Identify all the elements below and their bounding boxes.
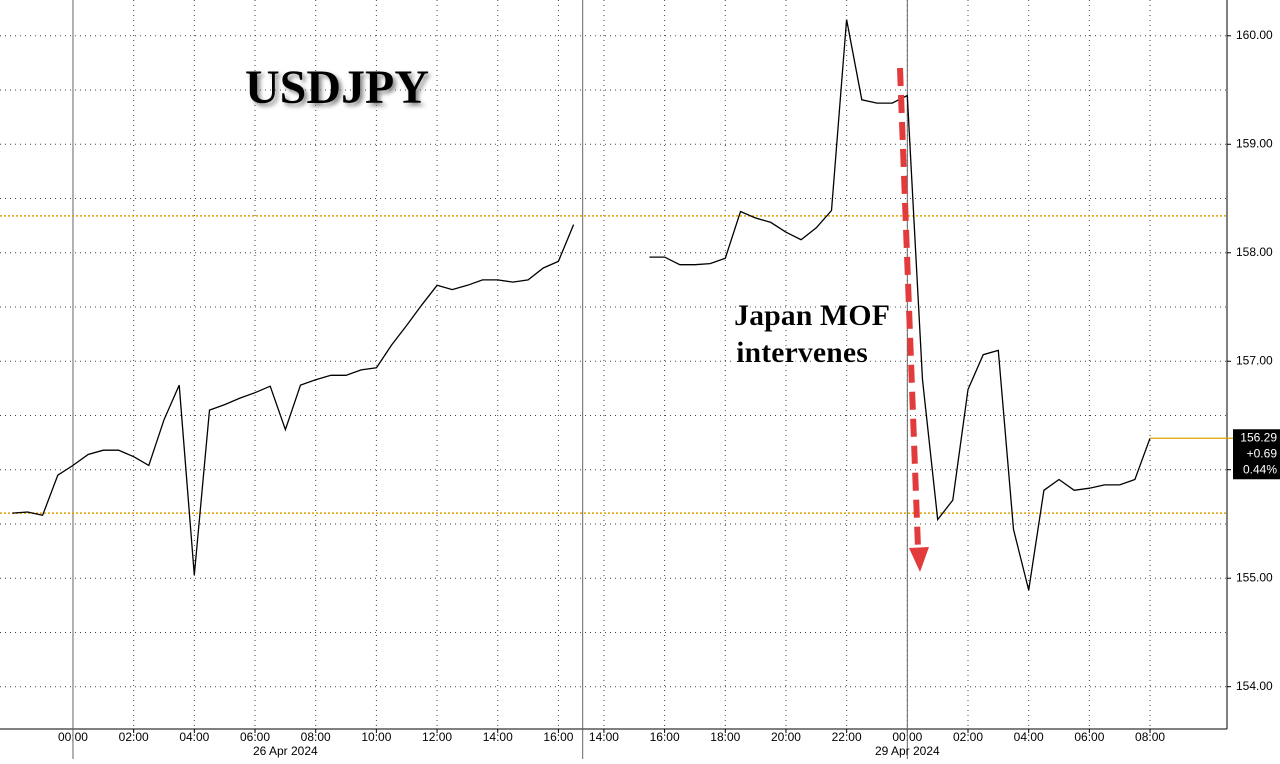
x-tick-label: 22:00 <box>832 730 862 744</box>
date-label: 29 Apr 2024 <box>875 744 940 758</box>
x-tick-label: 18:00 <box>710 730 740 744</box>
x-tick-label: 06:00 <box>1074 730 1104 744</box>
change-label: +0.69 <box>1247 446 1278 460</box>
x-tick-label: 14:00 <box>483 730 513 744</box>
x-tick-label: 02:00 <box>953 730 983 744</box>
annotation: intervenes <box>736 336 868 369</box>
x-tick-label: 14:00 <box>589 730 619 744</box>
x-tick-label: 16:00 <box>650 730 680 744</box>
y-tick-label: 155.00 <box>1236 570 1273 584</box>
y-tick-label: 154.00 <box>1236 679 1273 693</box>
arrow <box>897 67 929 572</box>
y-tick-label: 160.00 <box>1236 28 1273 42</box>
y-tick-label: 157.00 <box>1236 353 1273 367</box>
x-tick-label: 08:00 <box>1135 730 1165 744</box>
arrow-head <box>909 547 929 572</box>
plot: 156.29 +0.69 0.44% <box>0 19 1280 591</box>
x-tick-label: 06:00 <box>240 730 270 744</box>
x-tick-label: 16:00 <box>543 730 573 744</box>
change-pct-label: 0.44% <box>1243 462 1277 476</box>
annotation: Japan MOF <box>734 299 890 332</box>
arrow-shaft <box>897 67 921 549</box>
y-tick-label: 158.00 <box>1236 245 1273 259</box>
date-label: 26 Apr 2024 <box>253 744 318 758</box>
x-tick-label: 04:00 <box>179 730 209 744</box>
chart-title: USDJPY <box>245 61 429 114</box>
x-tick-label: 04:00 <box>1014 730 1044 744</box>
x-tick-label: 20:00 <box>771 730 801 744</box>
x-tick-label: 08:00 <box>301 730 331 744</box>
x-tick-label: 10:00 <box>361 730 391 744</box>
x-tick-label: 12:00 <box>422 730 452 744</box>
y-tick-label: 159.00 <box>1236 136 1273 150</box>
last-price-label: 156.29 <box>1240 430 1277 444</box>
last-price-box <box>1233 429 1280 480</box>
x-tick-label: 02:00 <box>119 730 149 744</box>
price-line <box>12 224 575 576</box>
